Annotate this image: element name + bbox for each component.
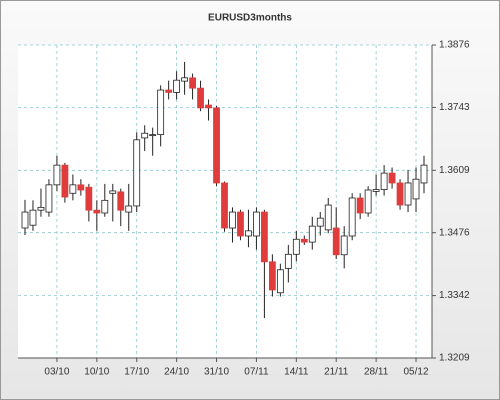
candle-body (332, 227, 340, 256)
candle-body (276, 269, 284, 294)
candle-body (181, 77, 189, 82)
y-tick-label: 1.3609 (439, 165, 470, 176)
candle-body (253, 211, 260, 237)
x-tick-label: 24/10 (164, 367, 189, 378)
candle-body (348, 197, 356, 237)
candle-body (29, 209, 37, 226)
candle-body (125, 205, 133, 213)
candle-body (53, 164, 61, 186)
candle-body (85, 186, 93, 211)
candle-body (197, 87, 204, 109)
x-tick-label: 31/10 (204, 367, 229, 378)
candle-body (316, 217, 324, 227)
x-tick-label: 14/11 (284, 367, 309, 378)
candle-body (308, 225, 316, 243)
y-tick-label: 1.3876 (439, 40, 470, 51)
y-tick-label: 1.3743 (439, 102, 470, 113)
candle-body (356, 197, 364, 214)
candle-body (284, 253, 292, 269)
candle-body (237, 211, 244, 237)
x-tick-label: 21/11 (324, 367, 349, 378)
candle-body (221, 182, 228, 229)
y-tick-label: 1.3476 (439, 227, 470, 238)
chart-title: EURUSD3months (208, 13, 292, 24)
x-tick-label: 10/10 (84, 367, 109, 378)
candle-body (364, 189, 372, 214)
candle-body (141, 132, 149, 139)
candle-body (292, 238, 300, 255)
candle-body (133, 139, 141, 207)
candle-body (412, 178, 420, 200)
candle-body (165, 89, 173, 93)
x-tick-label: 03/10 (44, 367, 69, 378)
candle-body (61, 164, 69, 198)
candle-body (205, 104, 212, 109)
candle-body (388, 172, 396, 184)
y-tick-label: 1.3209 (439, 353, 470, 364)
candle-body (157, 89, 165, 136)
candle-body (229, 211, 236, 229)
candle-body (340, 235, 348, 256)
candle-body (77, 184, 85, 191)
candle-body (45, 184, 53, 213)
candle-body (101, 199, 109, 214)
candle-body (93, 209, 101, 214)
candle-body (260, 211, 268, 263)
candle-body (213, 107, 220, 184)
y-tick-label: 1.3342 (439, 290, 470, 301)
candle-body (173, 79, 181, 93)
candle-body (69, 184, 77, 194)
candle-body (245, 230, 252, 237)
candle-body (372, 189, 380, 192)
candle-body (300, 238, 308, 243)
candle-body (149, 134, 157, 137)
candle-body (396, 182, 404, 206)
x-tick-label: 28/11 (364, 367, 389, 378)
candle-body (268, 261, 276, 291)
candles (21, 61, 428, 319)
candle-body (380, 172, 388, 190)
candle-body (404, 182, 412, 206)
grid (18, 44, 432, 359)
candle-body (117, 191, 125, 211)
x-tick-label: 05/12 (404, 367, 429, 378)
candle-body (324, 204, 332, 231)
candle-body (420, 164, 428, 184)
candle-body (21, 211, 29, 229)
x-tick-label: 17/10 (124, 367, 149, 378)
candle-body (37, 206, 45, 211)
candle-body (189, 77, 196, 89)
x-tick-label: 07/11 (244, 367, 269, 378)
candle-body (109, 190, 117, 194)
